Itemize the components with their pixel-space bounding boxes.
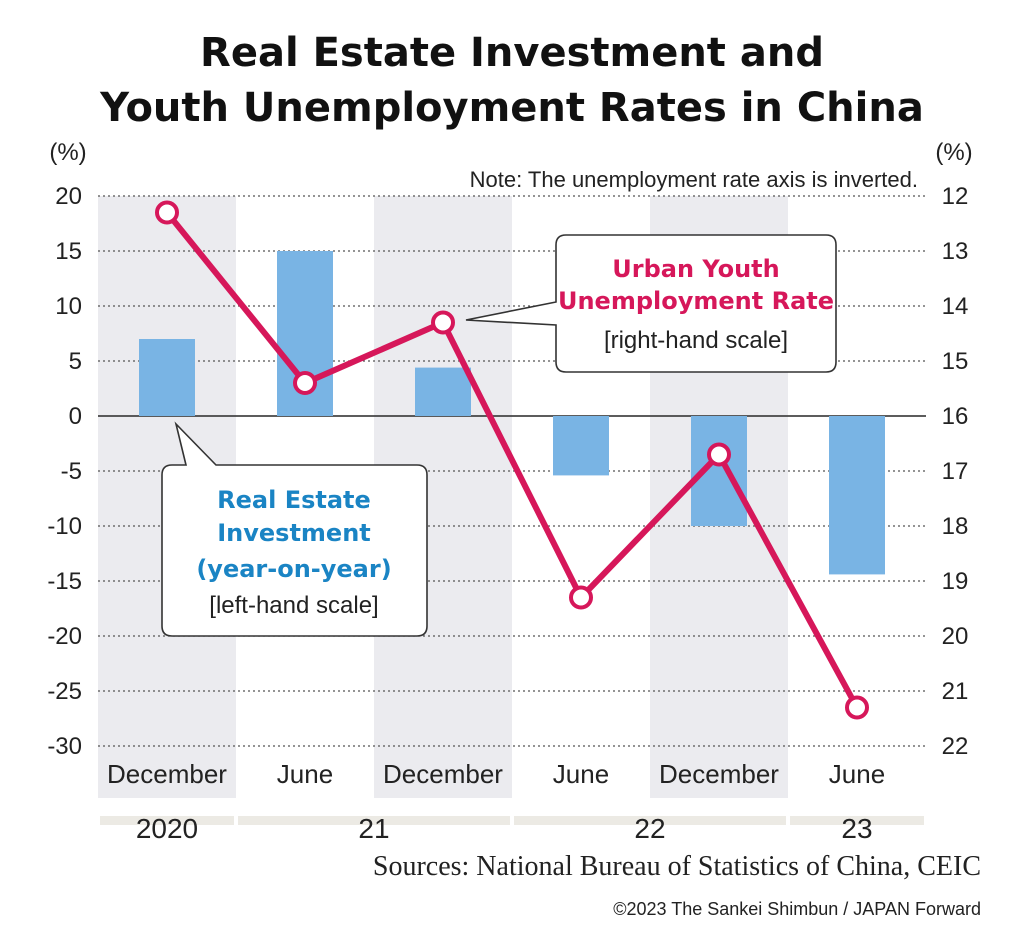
- left-tick-label: -25: [47, 678, 82, 705]
- investment-bar: [553, 416, 609, 476]
- unemployment-point: [569, 585, 593, 610]
- unemployment-point: [845, 695, 869, 720]
- category-label: June: [829, 759, 885, 789]
- unemployment-point: [707, 442, 731, 467]
- callout-investment-line-1: Real Estate: [217, 486, 371, 514]
- callout-investment-line-3: (year-on-year): [196, 555, 391, 583]
- year-label: 2020: [136, 813, 198, 844]
- callout-investment-box: [161, 421, 428, 637]
- right-axis-unit: (%): [935, 139, 972, 166]
- callout-investment-line-2: Investment: [217, 519, 371, 547]
- callout-unemployment: Urban Youth Unemployment Rate [right-han…: [465, 234, 837, 373]
- unemployment-point: [431, 310, 455, 335]
- chart-title-line-1: Real Estate Investment and: [200, 30, 824, 76]
- right-tick-label: 12: [942, 183, 969, 210]
- right-tick-label: 18: [942, 513, 969, 540]
- callout-unemployment-box: [465, 234, 837, 373]
- investment-bar: [415, 367, 471, 416]
- year-label: 21: [358, 813, 389, 844]
- category-labels: December June December June December June: [107, 759, 885, 789]
- year-label: 23: [841, 813, 872, 844]
- right-tick-label: 13: [942, 238, 969, 265]
- callout-investment-line-4: [left-hand scale]: [209, 592, 378, 619]
- unemployment-point: [155, 200, 179, 225]
- left-tick-label: -30: [47, 733, 82, 760]
- investment-bar: [139, 339, 195, 416]
- left-tick-label: 15: [55, 238, 82, 265]
- left-tick-label: -20: [47, 623, 82, 650]
- unemployment-line-path: [164, 210, 860, 709]
- unemployment-line: [155, 200, 869, 720]
- callout-unemployment-line-3: [right-hand scale]: [604, 327, 788, 354]
- callout-unemployment-line-2: Unemployment Rate: [558, 287, 834, 315]
- axis-note: Note: The unemployment rate axis is inve…: [470, 167, 918, 192]
- right-tick-label: 20: [942, 623, 969, 650]
- right-tick-label: 14: [942, 293, 969, 320]
- copyright-text: ©2023 The Sankei Shimbun / JAPAN Forward: [613, 899, 981, 919]
- left-tick-label: -15: [47, 568, 82, 595]
- axis-ticks: 20 15 10 5 0 -5 -10 -15 -20 -25 -30 12 13 14 15 16 17 18 1…: [47, 183, 968, 760]
- investment-bar: [829, 416, 885, 575]
- category-label: June: [553, 759, 609, 789]
- right-tick-label: 17: [942, 458, 969, 485]
- unemployment-point: [293, 371, 317, 395]
- left-tick-label: -10: [47, 513, 82, 540]
- right-tick-label: 22: [942, 733, 969, 760]
- right-tick-label: 19: [942, 568, 969, 595]
- left-tick-label: 5: [69, 348, 82, 375]
- category-label: December: [659, 759, 779, 789]
- year-band: [238, 816, 510, 825]
- investment-bars: [139, 251, 885, 575]
- chart-title-line-2: Youth Unemployment Rates in China: [99, 85, 924, 131]
- year-label: 22: [634, 813, 665, 844]
- left-tick-label: 20: [55, 183, 82, 210]
- year-band: [100, 816, 234, 825]
- callout-investment: Real Estate Investment (year-on-year) [l…: [161, 421, 428, 637]
- category-label: June: [277, 759, 333, 789]
- year-labels: 2020 21 22 23: [100, 813, 924, 844]
- right-tick-label: 15: [942, 348, 969, 375]
- left-tick-label: 0: [69, 403, 82, 430]
- left-tick-label: 10: [55, 293, 82, 320]
- left-axis-unit: (%): [49, 139, 86, 166]
- callout-unemployment-line-1: Urban Youth: [612, 255, 779, 283]
- right-tick-label: 21: [942, 678, 969, 705]
- category-label: December: [107, 759, 227, 789]
- year-band: [790, 816, 924, 825]
- year-band: [514, 816, 786, 825]
- sources-text: Sources: National Bureau of Statistics o…: [373, 851, 981, 882]
- right-tick-label: 16: [942, 403, 969, 430]
- category-label: December: [383, 759, 503, 789]
- left-tick-label: -5: [61, 458, 82, 485]
